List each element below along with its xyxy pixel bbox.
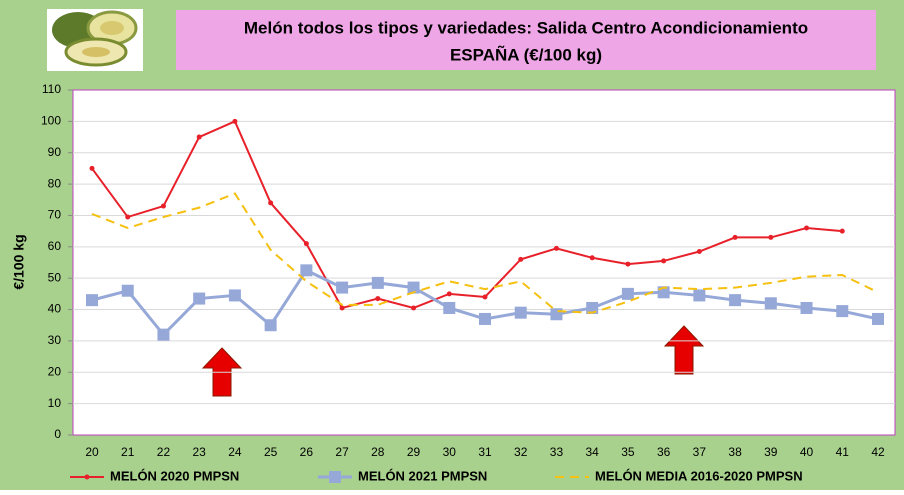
- y-tick-label: 20: [48, 364, 62, 378]
- point: [157, 328, 170, 341]
- plot-area: [72, 89, 896, 436]
- y-axis-label: €/100 kg: [11, 234, 27, 289]
- chart-subtitle: ESPAÑA (€/100 kg): [450, 44, 602, 64]
- x-tick-label: 32: [514, 445, 528, 459]
- point: [550, 308, 563, 321]
- x-tick-label: 21: [121, 445, 135, 459]
- point: [729, 294, 742, 307]
- point: [732, 234, 738, 240]
- point: [264, 319, 277, 332]
- point: [228, 289, 241, 302]
- melon-image: [47, 9, 143, 71]
- point: [193, 292, 206, 305]
- point: [371, 276, 384, 289]
- y-tick-label: 110: [42, 82, 61, 96]
- x-tick-label: 42: [871, 445, 885, 459]
- x-tick-label: 20: [85, 445, 99, 459]
- series-line: [91, 120, 843, 310]
- point: [268, 200, 274, 206]
- y-tick-label: 60: [48, 239, 62, 253]
- x-tick-label: 37: [693, 445, 707, 459]
- point: [872, 312, 884, 325]
- legend-label: MELÓN MEDIA 2016-2020 PMPSN: [595, 468, 803, 483]
- y-tick-label: 30: [48, 333, 62, 347]
- point: [661, 258, 667, 264]
- point: [336, 281, 349, 294]
- legend-label: MELÓN 2021 PMPSN: [358, 468, 487, 483]
- point: [232, 118, 238, 124]
- point: [300, 264, 313, 277]
- y-tick-label: 10: [48, 396, 62, 410]
- y-tick-label: 80: [48, 176, 62, 190]
- point: [621, 287, 634, 300]
- point: [86, 294, 98, 307]
- point: [411, 305, 417, 311]
- legend-marker: [84, 474, 90, 480]
- x-tick-label: 29: [407, 445, 421, 459]
- point: [125, 214, 131, 220]
- point: [625, 261, 631, 267]
- point: [89, 165, 95, 171]
- point: [482, 294, 488, 300]
- x-tick-label: 24: [228, 445, 242, 459]
- x-tick-label: 23: [193, 445, 207, 459]
- x-tick-label: 41: [836, 445, 850, 459]
- point: [443, 301, 456, 314]
- y-tick-label: 90: [48, 145, 62, 159]
- legend-marker: [329, 471, 341, 483]
- x-tick-label: 35: [621, 445, 635, 459]
- x-tick-label: 38: [728, 445, 742, 459]
- x-tick-label: 31: [478, 445, 492, 459]
- x-tick-label: 22: [157, 445, 171, 459]
- y-tick-label: 50: [48, 270, 62, 284]
- x-tick-label: 28: [371, 445, 385, 459]
- point: [479, 312, 491, 325]
- point: [589, 255, 595, 261]
- point: [375, 296, 381, 302]
- point: [839, 228, 845, 234]
- x-tick-label: 34: [586, 445, 600, 459]
- point: [693, 289, 706, 302]
- x-tick-label: 25: [264, 445, 278, 459]
- point: [160, 203, 166, 209]
- x-tick-label: 27: [335, 445, 349, 459]
- y-tick-label: 70: [48, 208, 62, 222]
- point: [518, 256, 524, 262]
- point: [800, 301, 813, 314]
- point: [553, 245, 559, 251]
- x-tick-label: 39: [764, 445, 778, 459]
- legend-label: MELÓN 2020 PMPSN: [110, 468, 239, 483]
- point: [836, 305, 849, 318]
- series-line: [91, 192, 879, 314]
- y-tick-label: 0: [54, 427, 61, 441]
- point: [196, 134, 202, 140]
- point: [121, 284, 134, 297]
- point: [804, 225, 810, 231]
- point: [764, 297, 777, 310]
- point: [303, 241, 309, 247]
- arrow: [663, 325, 705, 375]
- point: [407, 281, 420, 294]
- point: [446, 291, 452, 297]
- point: [768, 234, 774, 240]
- y-tick-label: 40: [48, 302, 62, 316]
- point: [696, 249, 702, 255]
- point: [339, 305, 345, 311]
- x-tick-label: 33: [550, 445, 564, 459]
- title-box: [176, 10, 876, 70]
- x-tick-label: 30: [443, 445, 457, 459]
- x-tick-label: 40: [800, 445, 814, 459]
- x-tick-label: 26: [300, 445, 314, 459]
- x-tick-label: 36: [657, 445, 671, 459]
- point: [514, 306, 527, 319]
- chart-title: Melón todos los tipos y variedades: Sali…: [244, 18, 808, 37]
- y-tick-label: 100: [41, 114, 61, 128]
